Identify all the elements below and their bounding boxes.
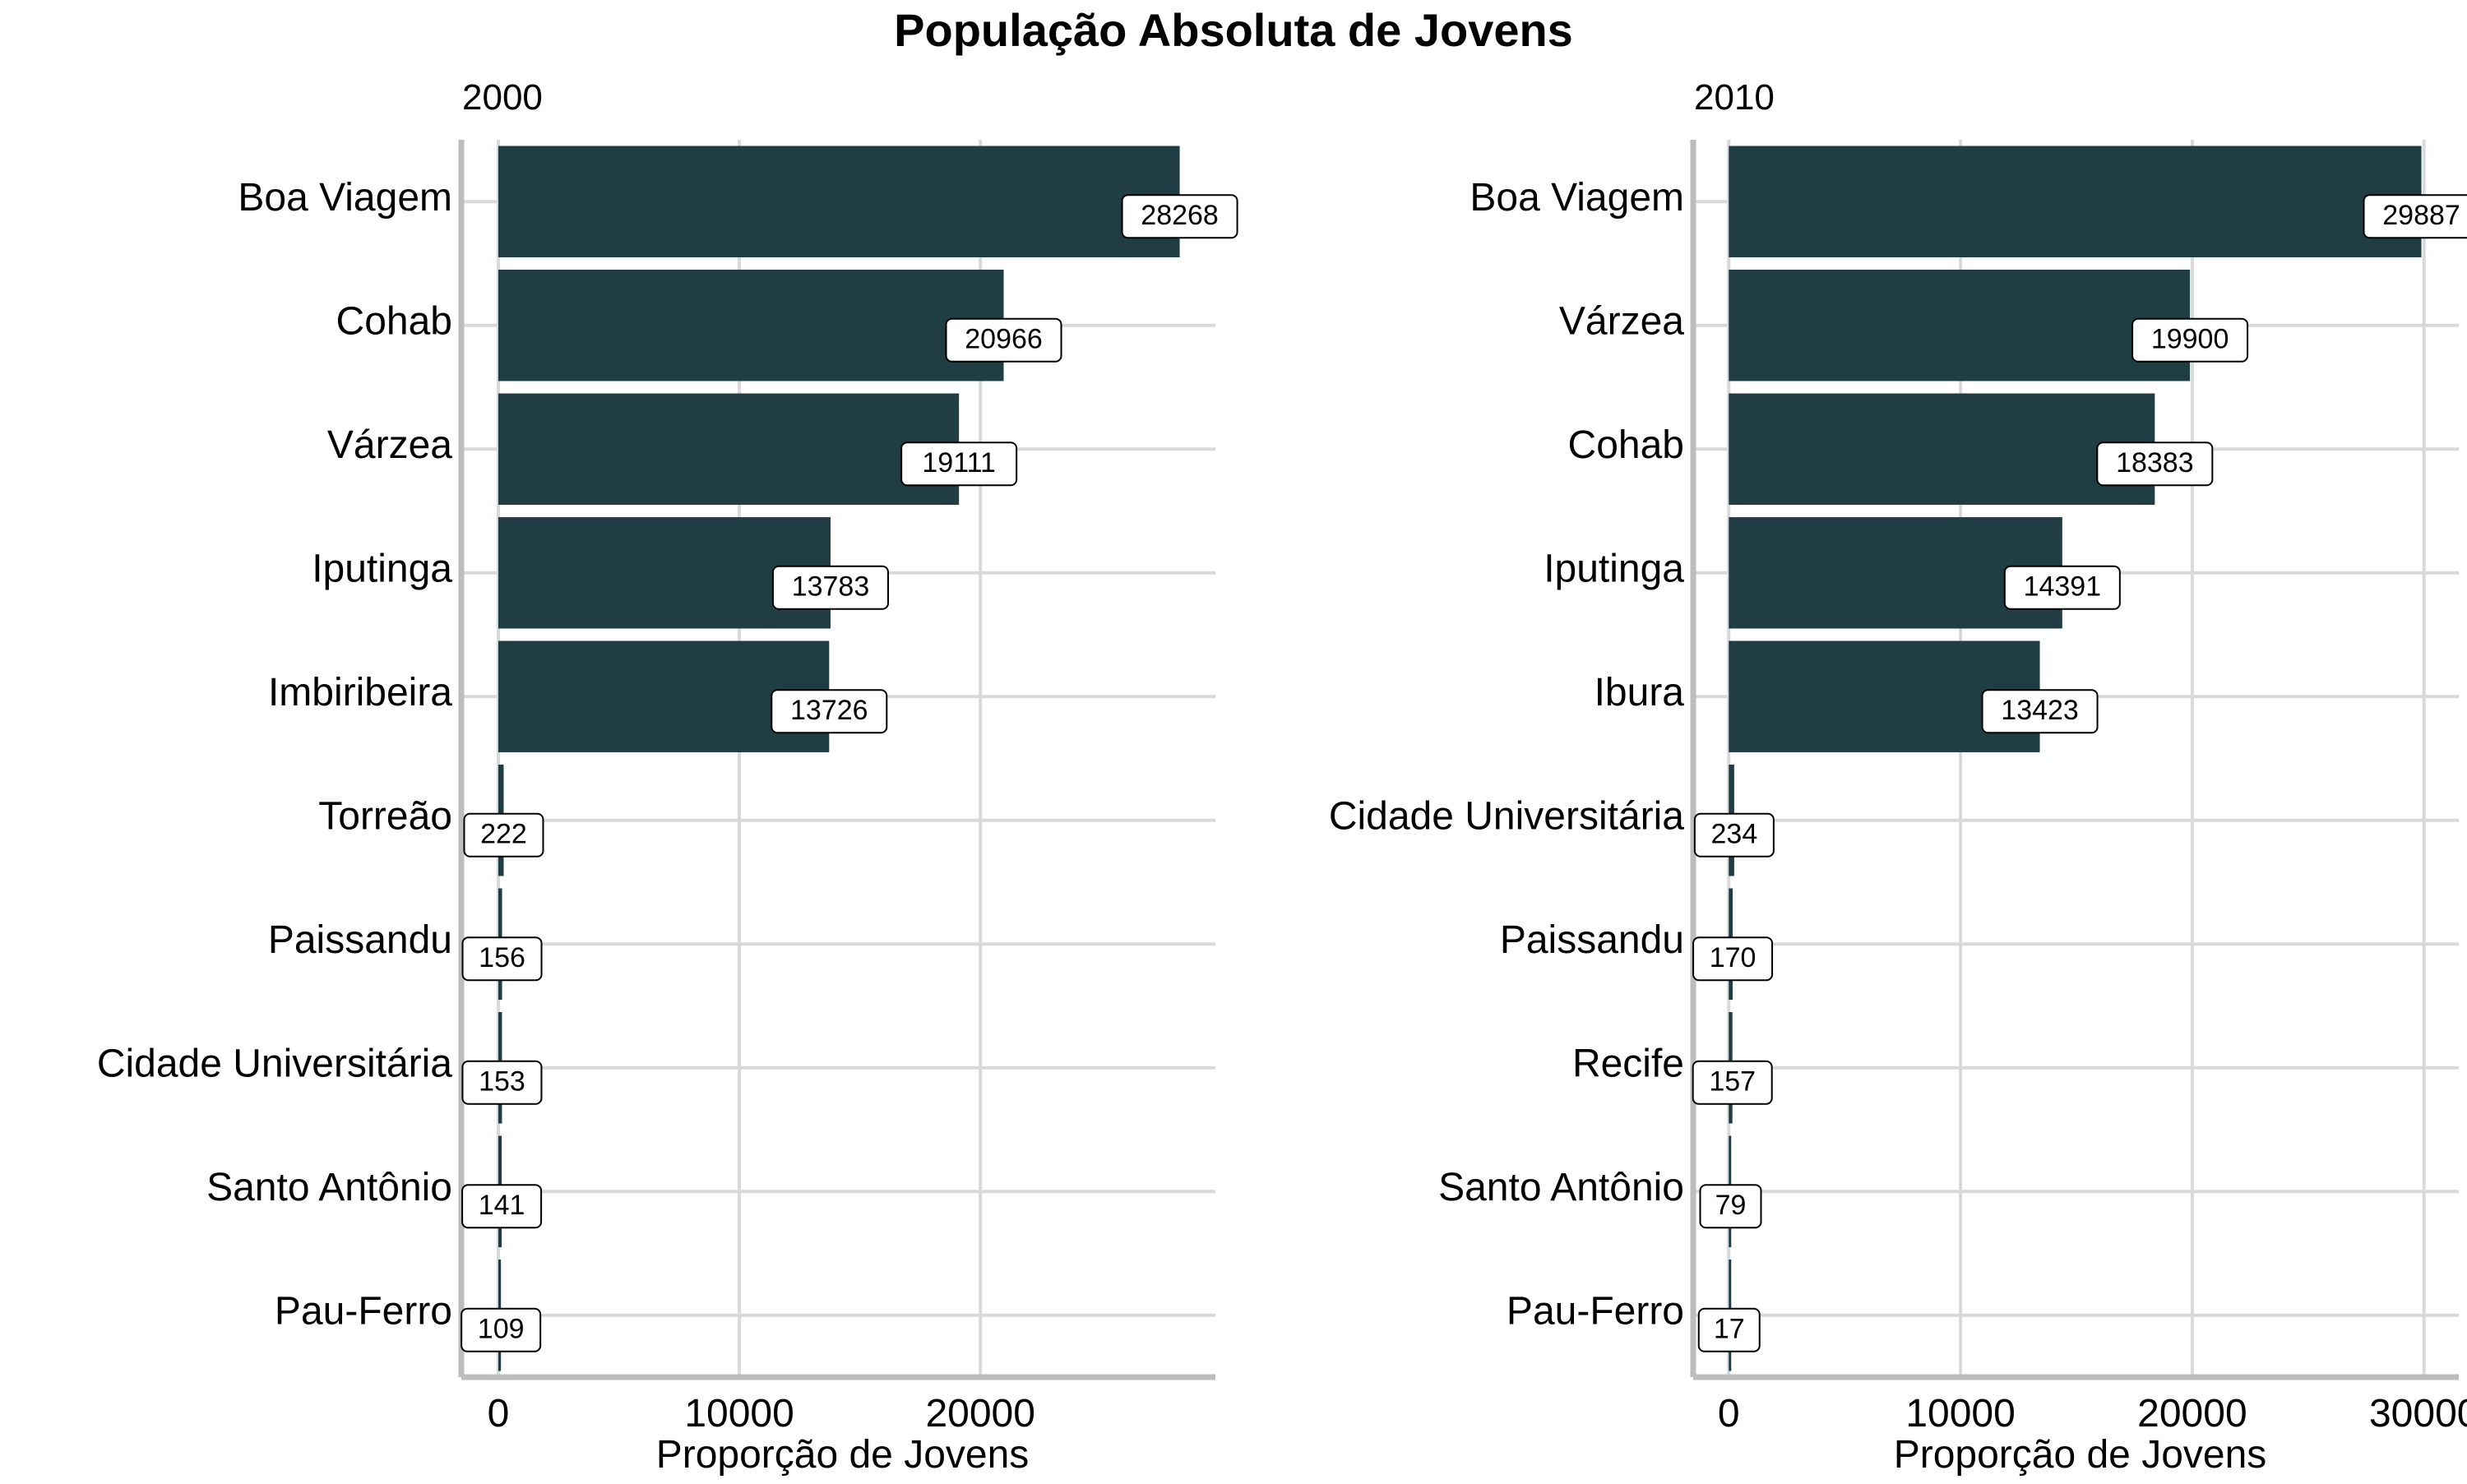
data-label: 156 bbox=[479, 942, 525, 973]
data-label: 222 bbox=[480, 819, 527, 850]
bar-3 bbox=[1729, 393, 2155, 505]
bar-1 bbox=[1729, 146, 2422, 257]
category-label: Cidade Universitária bbox=[97, 1042, 452, 1085]
data-label: 18383 bbox=[2116, 447, 2194, 478]
data-label: 234 bbox=[1711, 819, 1758, 850]
data-label: 29887 bbox=[2382, 200, 2460, 231]
category-label: Várzea bbox=[327, 423, 452, 467]
category-label: Pau-Ferro bbox=[1507, 1289, 1684, 1333]
category-label: Torreão bbox=[318, 794, 452, 838]
chart-title: População Absoluta de Jovens bbox=[894, 4, 1573, 56]
category-label: Imbiribeira bbox=[268, 671, 452, 714]
x-tick-label: 20000 bbox=[2137, 1392, 2247, 1435]
category-label: Iputinga bbox=[1544, 547, 1684, 590]
data-label: 20966 bbox=[965, 324, 1043, 355]
data-label: 19900 bbox=[2151, 324, 2229, 355]
x-axis-label: Proporção de Jovens bbox=[656, 1433, 1030, 1477]
category-label: Pau-Ferro bbox=[275, 1289, 452, 1333]
x-tick-label: 10000 bbox=[684, 1392, 794, 1435]
category-label: Boa Viagem bbox=[1470, 176, 1684, 220]
x-tick-label: 20000 bbox=[925, 1392, 1034, 1435]
data-label-box bbox=[1693, 812, 1775, 858]
data-label: 19111 bbox=[922, 447, 996, 478]
data-label-box bbox=[771, 689, 888, 734]
data-label: 153 bbox=[479, 1066, 525, 1098]
panel-title-2000: 2000 bbox=[462, 77, 543, 118]
data-label-box bbox=[1692, 1060, 1773, 1105]
data-label-box bbox=[771, 565, 889, 610]
data-label: 13783 bbox=[792, 571, 870, 603]
x-tick-label: 30000 bbox=[2369, 1392, 2467, 1435]
data-label-box bbox=[1699, 1184, 1762, 1229]
category-label: Santo Antônio bbox=[1438, 1166, 1684, 1209]
bar-2 bbox=[1729, 270, 2191, 381]
bar-1 bbox=[498, 146, 1180, 257]
bar-2 bbox=[498, 270, 1004, 381]
data-label: 13423 bbox=[2001, 695, 2079, 726]
data-label-box bbox=[2363, 194, 2467, 239]
data-label: 28268 bbox=[1141, 200, 1219, 231]
category-label: Ibura bbox=[1595, 671, 1685, 714]
data-label: 79 bbox=[1715, 1190, 1747, 1221]
category-label: Santo Antônio bbox=[206, 1166, 452, 1209]
data-label-box bbox=[1692, 936, 1774, 982]
category-label: Paissandu bbox=[268, 918, 452, 962]
data-label: 13726 bbox=[790, 695, 868, 726]
panel-title-2010: 2010 bbox=[1694, 77, 1775, 118]
x-axis-label: Proporção de Jovens bbox=[1894, 1433, 2267, 1477]
category-label: Boa Viagem bbox=[238, 176, 452, 220]
data-label-box bbox=[1981, 689, 2099, 734]
data-label-box bbox=[461, 936, 543, 982]
chart-panel-2000: 2000 Boa Viagem Cohab Várzea Iputinga Imbirib… bbox=[97, 77, 1238, 1477]
x-tick-label: 0 bbox=[488, 1392, 510, 1435]
category-label: Cidade Universitária bbox=[1329, 794, 1684, 838]
data-label-box bbox=[2003, 565, 2121, 610]
data-label: 14391 bbox=[2024, 571, 2102, 603]
data-label: 141 bbox=[479, 1190, 525, 1221]
data-label: 170 bbox=[1710, 942, 1757, 973]
data-label-box bbox=[1697, 1307, 1761, 1352]
data-label: 17 bbox=[1714, 1314, 1745, 1345]
bar-3 bbox=[498, 393, 960, 505]
data-label-box bbox=[900, 442, 1018, 487]
data-label-box bbox=[1121, 194, 1238, 239]
category-label: Cohab bbox=[1568, 423, 1684, 467]
x-tick-label: 10000 bbox=[1905, 1392, 2015, 1435]
data-label-box bbox=[461, 1184, 543, 1229]
data-label-box bbox=[461, 1307, 542, 1352]
data-label-box bbox=[2131, 317, 2249, 363]
data-label-box bbox=[945, 317, 1062, 363]
x-tick-label: 0 bbox=[1718, 1392, 1740, 1435]
category-label: Paissandu bbox=[1500, 918, 1684, 962]
data-label: 109 bbox=[478, 1314, 525, 1345]
data-label-box bbox=[461, 1060, 543, 1105]
category-label: Várzea bbox=[1559, 299, 1684, 343]
data-label-box bbox=[463, 812, 544, 858]
data-label-box bbox=[2096, 442, 2214, 487]
category-label: Recife bbox=[1572, 1042, 1684, 1085]
chart-panel-2010: 2010 Boa Viagem Várzea Cohab Iputinga Ibura Ci… bbox=[1329, 77, 2467, 1477]
category-label: Iputinga bbox=[312, 547, 452, 590]
category-label: Cohab bbox=[336, 299, 452, 343]
data-label: 157 bbox=[1709, 1066, 1756, 1098]
